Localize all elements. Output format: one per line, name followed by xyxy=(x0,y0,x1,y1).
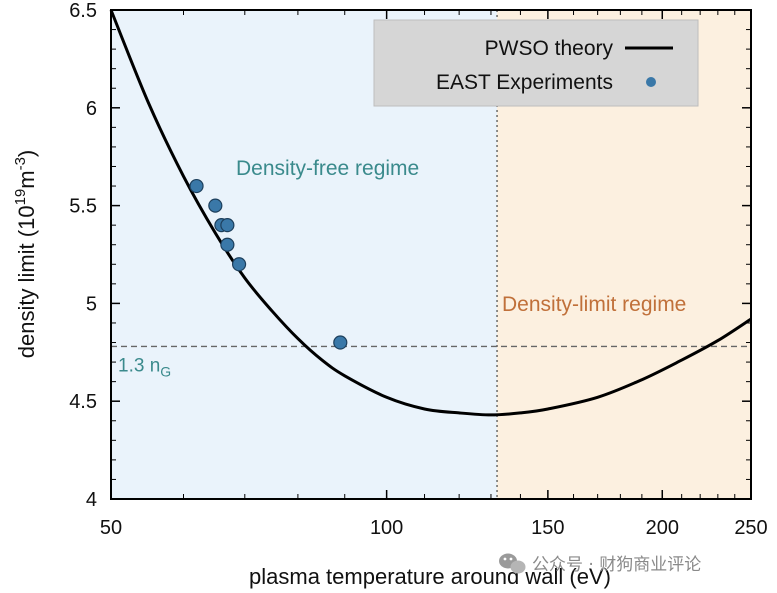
data-point-east-1 xyxy=(208,198,223,213)
wechat-icon xyxy=(499,553,526,574)
legend: PWSO theory EAST Experiments xyxy=(373,19,699,107)
x-tick-label: 50 xyxy=(100,517,122,539)
y-title-close: ) xyxy=(14,150,39,157)
y-tick-label: 6.5 xyxy=(69,0,97,22)
y-title-exponent-2: -3 xyxy=(12,157,29,170)
y-axis-title: density limit (1019m-3) xyxy=(12,150,39,359)
y-tick-label: 5.5 xyxy=(69,196,97,218)
watermark: 公众号 · 财狗商业评论 xyxy=(499,553,701,575)
x-tick-label: 150 xyxy=(531,517,564,539)
axis-ticks xyxy=(110,9,752,500)
legend-dot-swatch xyxy=(646,77,656,87)
y-title-main: density limit (10 xyxy=(14,205,39,358)
data-point-east-4 xyxy=(220,237,235,252)
y-tick-label: 4.5 xyxy=(69,391,97,413)
watermark-text: 公众号 · 财狗商业评论 xyxy=(532,555,701,575)
theory-curve-layer xyxy=(109,9,752,417)
greenwald-label-subscript: G xyxy=(160,363,171,379)
y-title-unit: m xyxy=(14,170,39,188)
legend-box xyxy=(373,19,699,107)
data-point-east-3 xyxy=(220,218,235,233)
y-tick-label: 5 xyxy=(86,293,97,315)
x-axis-title: plasma temperature around wall (eV) xyxy=(249,564,611,589)
axis-tick-labels: 50 100 150 200 250 4 4.5 5 5.5 6 6.5 xyxy=(69,0,768,539)
experiment-points-layer xyxy=(189,178,348,350)
x-tick-label: 100 xyxy=(370,517,403,539)
region-label-density-limit: Density-limit regime xyxy=(502,293,686,316)
data-point-east-0 xyxy=(189,178,204,194)
y-tick-label: 4 xyxy=(86,489,97,511)
x-tick-label: 200 xyxy=(646,517,679,539)
plot-frame xyxy=(110,9,752,500)
data-point-east-6 xyxy=(333,335,348,350)
x-tick-label: 250 xyxy=(734,517,767,539)
greenwald-label-main: 1.3 n xyxy=(118,355,160,376)
y-tick-label: 6 xyxy=(86,98,97,120)
series-line-pwso-theory xyxy=(109,9,752,417)
legend-entry-theory: PWSO theory xyxy=(485,37,614,60)
y-title-exponent-1: 19 xyxy=(12,189,29,206)
region-label-density-free: Density-free regime xyxy=(236,157,419,180)
greenwald-reference-label: 1.3 nG xyxy=(118,355,171,379)
data-point-east-5 xyxy=(231,257,247,272)
legend-entry-experiments: EAST Experiments xyxy=(436,71,613,94)
